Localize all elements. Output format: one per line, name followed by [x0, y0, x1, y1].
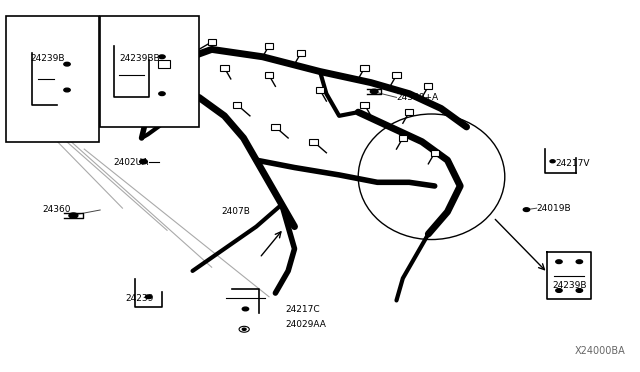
Bar [310, 138, 318, 145]
Bar [6, 16, 99, 142]
Text: 24239: 24239 [125, 294, 154, 303]
Bar [297, 50, 305, 56]
Bar [360, 65, 369, 71]
Circle shape [145, 295, 152, 299]
Bar [424, 83, 433, 89]
Circle shape [243, 307, 248, 311]
Text: 24239BB: 24239BB [119, 54, 160, 63]
Circle shape [550, 160, 555, 163]
Bar [265, 72, 273, 78]
Bar [265, 42, 273, 49]
Text: X24000BA: X24000BA [575, 346, 626, 356]
Text: 24360: 24360 [43, 205, 71, 215]
Bar [405, 109, 413, 115]
Text: 24217C: 24217C [285, 305, 319, 314]
Circle shape [159, 92, 165, 96]
Circle shape [243, 328, 246, 330]
Text: 24217V: 24217V [556, 159, 590, 169]
Text: 24360+A: 24360+A [396, 93, 438, 102]
Text: 24239B: 24239B [30, 54, 65, 63]
Circle shape [64, 62, 70, 66]
Bar [392, 72, 401, 78]
Circle shape [556, 289, 562, 292]
Circle shape [556, 260, 562, 263]
Circle shape [524, 208, 530, 211]
Bar [399, 135, 407, 141]
Bar [207, 39, 216, 45]
Circle shape [64, 88, 70, 92]
Circle shape [159, 55, 165, 59]
Bar [100, 16, 199, 127]
Bar [271, 124, 280, 130]
Bar [431, 150, 439, 156]
Bar [158, 60, 170, 68]
Bar [316, 87, 324, 93]
Text: 24029AA: 24029AA [285, 320, 326, 329]
Circle shape [371, 89, 378, 94]
Circle shape [576, 260, 582, 263]
Bar [233, 102, 241, 108]
Circle shape [69, 213, 78, 218]
Circle shape [576, 289, 582, 292]
Text: 24019B: 24019B [537, 203, 572, 213]
Text: 24239B: 24239B [552, 281, 587, 290]
Circle shape [140, 160, 147, 164]
Text: 2402UA: 2402UA [113, 157, 148, 167]
Text: 2407B: 2407B [221, 207, 250, 217]
Bar [220, 65, 228, 71]
Bar [360, 102, 369, 108]
